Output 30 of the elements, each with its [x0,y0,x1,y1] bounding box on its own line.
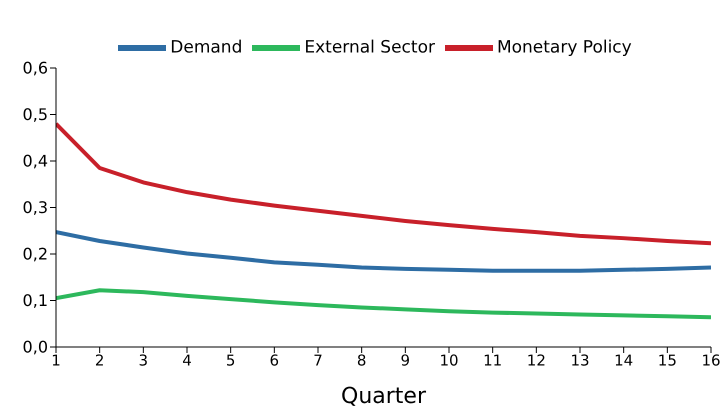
x-tick-label: 5 [226,352,236,370]
y-tick-label: 0,3 [22,198,48,218]
y-tick-label: 0,2 [22,244,48,264]
y-tick-label: 0,4 [22,152,48,171]
x-tick-label: 7 [313,352,323,370]
x-tick-label: 13 [570,352,590,370]
line-series [56,230,711,273]
line-series [56,288,711,320]
x-tick-label: 10 [439,352,459,370]
y-tick-label: 0,6 [22,58,48,78]
x-tick-label: 8 [356,352,366,370]
x-tick-label: 4 [182,352,192,370]
x-tick-label: 3 [138,352,148,370]
x-tick-label: 6 [270,352,280,370]
y-tick-label: 0,5 [22,105,48,124]
x-tick-label: 16 [701,352,721,370]
x-tick-label: 14 [614,352,634,370]
x-tick-label: 11 [483,352,502,370]
x-tick-label: 1 [51,352,61,370]
y-tick-label: 0,1 [22,291,48,310]
y-tick-label: 0,0 [22,338,48,357]
x-tick-label: 15 [658,352,677,370]
x-tick-label: 12 [526,352,546,370]
legend-label: Monetary Policy [496,38,632,58]
x-tick-label: 9 [400,352,410,370]
x-tick-label: 2 [94,352,104,370]
line-series [56,122,711,246]
legend-label: Demand [170,38,242,58]
x-axis-title: Quarter [341,384,427,409]
legend-label: External Sector [304,38,435,58]
